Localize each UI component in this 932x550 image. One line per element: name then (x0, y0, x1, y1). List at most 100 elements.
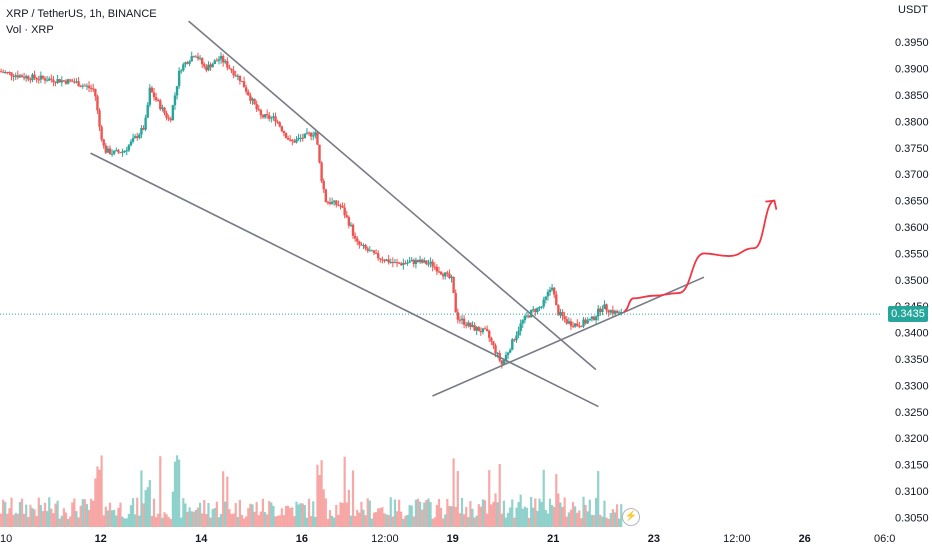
candle-body (444, 272, 447, 277)
volume-bar (87, 509, 91, 527)
lower-wedge-line (90, 152, 599, 408)
candle-body (219, 56, 223, 60)
volume-bar (224, 501, 227, 527)
candle-body (152, 92, 156, 98)
x-tick-label: 14 (195, 533, 208, 545)
candle-body (173, 95, 177, 106)
volume-bar (431, 518, 434, 527)
volume-bar (127, 513, 130, 527)
volume-bar (341, 502, 344, 527)
volume-bar (387, 515, 390, 527)
volume-bar (242, 518, 246, 527)
volume-bar (0, 513, 3, 527)
candle-body (268, 115, 271, 119)
candle-body (75, 81, 78, 83)
y-tick-label: 0.3250 (895, 407, 929, 419)
candle-body (506, 352, 510, 355)
volume-bar (391, 516, 394, 527)
volume-bar (456, 471, 459, 527)
volume-bar (481, 499, 485, 527)
candle-body (559, 311, 562, 316)
candle-body (500, 360, 504, 365)
symbol-title[interactable]: XRP / TetherUS, 1h, BINANCE (6, 8, 157, 20)
candle-body (209, 64, 212, 68)
volume-bar (611, 509, 614, 527)
candle-body (431, 261, 434, 267)
lightning-icon[interactable]: ⚡ (622, 508, 640, 526)
volume-bar (178, 459, 181, 527)
candle-body (66, 79, 70, 84)
volume-bar (289, 507, 292, 527)
candle-body (511, 339, 514, 350)
candle-body (582, 319, 585, 327)
candle-body (39, 75, 43, 80)
volume-bars (0, 455, 623, 527)
candle-body (108, 148, 112, 154)
candle-body (376, 253, 380, 259)
y-tick-label: 0.3300 (895, 380, 929, 392)
candle-body (163, 107, 166, 114)
volume-bar (102, 515, 105, 527)
volume-bar (81, 499, 84, 527)
candle-body (200, 58, 204, 65)
candle-body (475, 327, 478, 331)
candle-body (27, 76, 30, 80)
volume-bar (222, 471, 225, 527)
candle-body (20, 75, 24, 78)
candle-body (4, 72, 7, 74)
candle-body (121, 151, 124, 153)
candle-body (129, 141, 133, 146)
volume-bar (2, 499, 5, 527)
volume-bar (374, 512, 378, 527)
volume-bar (257, 515, 260, 527)
volume-legend[interactable]: Vol · XRP (6, 24, 54, 36)
candle-body (8, 72, 11, 74)
candle-body (441, 274, 445, 277)
candle-body (272, 116, 275, 118)
candle-body (596, 308, 600, 317)
axes: 0.3950 0.3900 0.3850 0.3800 0.3750 0.3700 0.36… (0, 37, 929, 545)
candle-body (301, 137, 304, 139)
volume-bar (444, 514, 447, 527)
candle-body (96, 96, 99, 111)
candle-body (81, 85, 84, 87)
candle-body (544, 296, 548, 300)
candle-body (123, 151, 126, 153)
candle-body (393, 262, 397, 264)
volume-bar (383, 513, 386, 527)
candle-body (196, 56, 200, 59)
volume-bar (586, 511, 589, 527)
candle-body (18, 75, 22, 78)
candle-body (58, 79, 61, 83)
volume-bar (597, 471, 600, 527)
candle-body (590, 316, 594, 319)
currency-label: USDT (898, 4, 928, 16)
candle-body (578, 325, 581, 327)
y-tick-label: 0.3200 (895, 433, 929, 445)
candle-body (332, 200, 336, 202)
candle-body (527, 315, 531, 318)
y-tick-label: 0.3500 (895, 275, 929, 287)
candle-body (238, 75, 242, 82)
volume-bar (490, 504, 493, 527)
candle-body (182, 64, 185, 71)
candle-body (92, 88, 95, 90)
candle-body (83, 85, 87, 87)
volume-bar (207, 502, 210, 527)
candle-body (205, 66, 208, 71)
volume-bar (163, 512, 166, 527)
volume-bar (190, 511, 193, 527)
volume-bar (584, 504, 587, 527)
volume-bar (14, 512, 17, 527)
candle-body (305, 132, 309, 134)
volume-bar (259, 511, 262, 527)
volume-bar (620, 504, 623, 527)
candle-body (228, 67, 231, 69)
candle-body (607, 310, 610, 313)
volume-bar (18, 501, 22, 527)
candle-body (339, 205, 342, 207)
volume-bar (347, 489, 350, 527)
volume-bar (85, 504, 89, 527)
y-tick-label: 0.3650 (895, 196, 929, 208)
